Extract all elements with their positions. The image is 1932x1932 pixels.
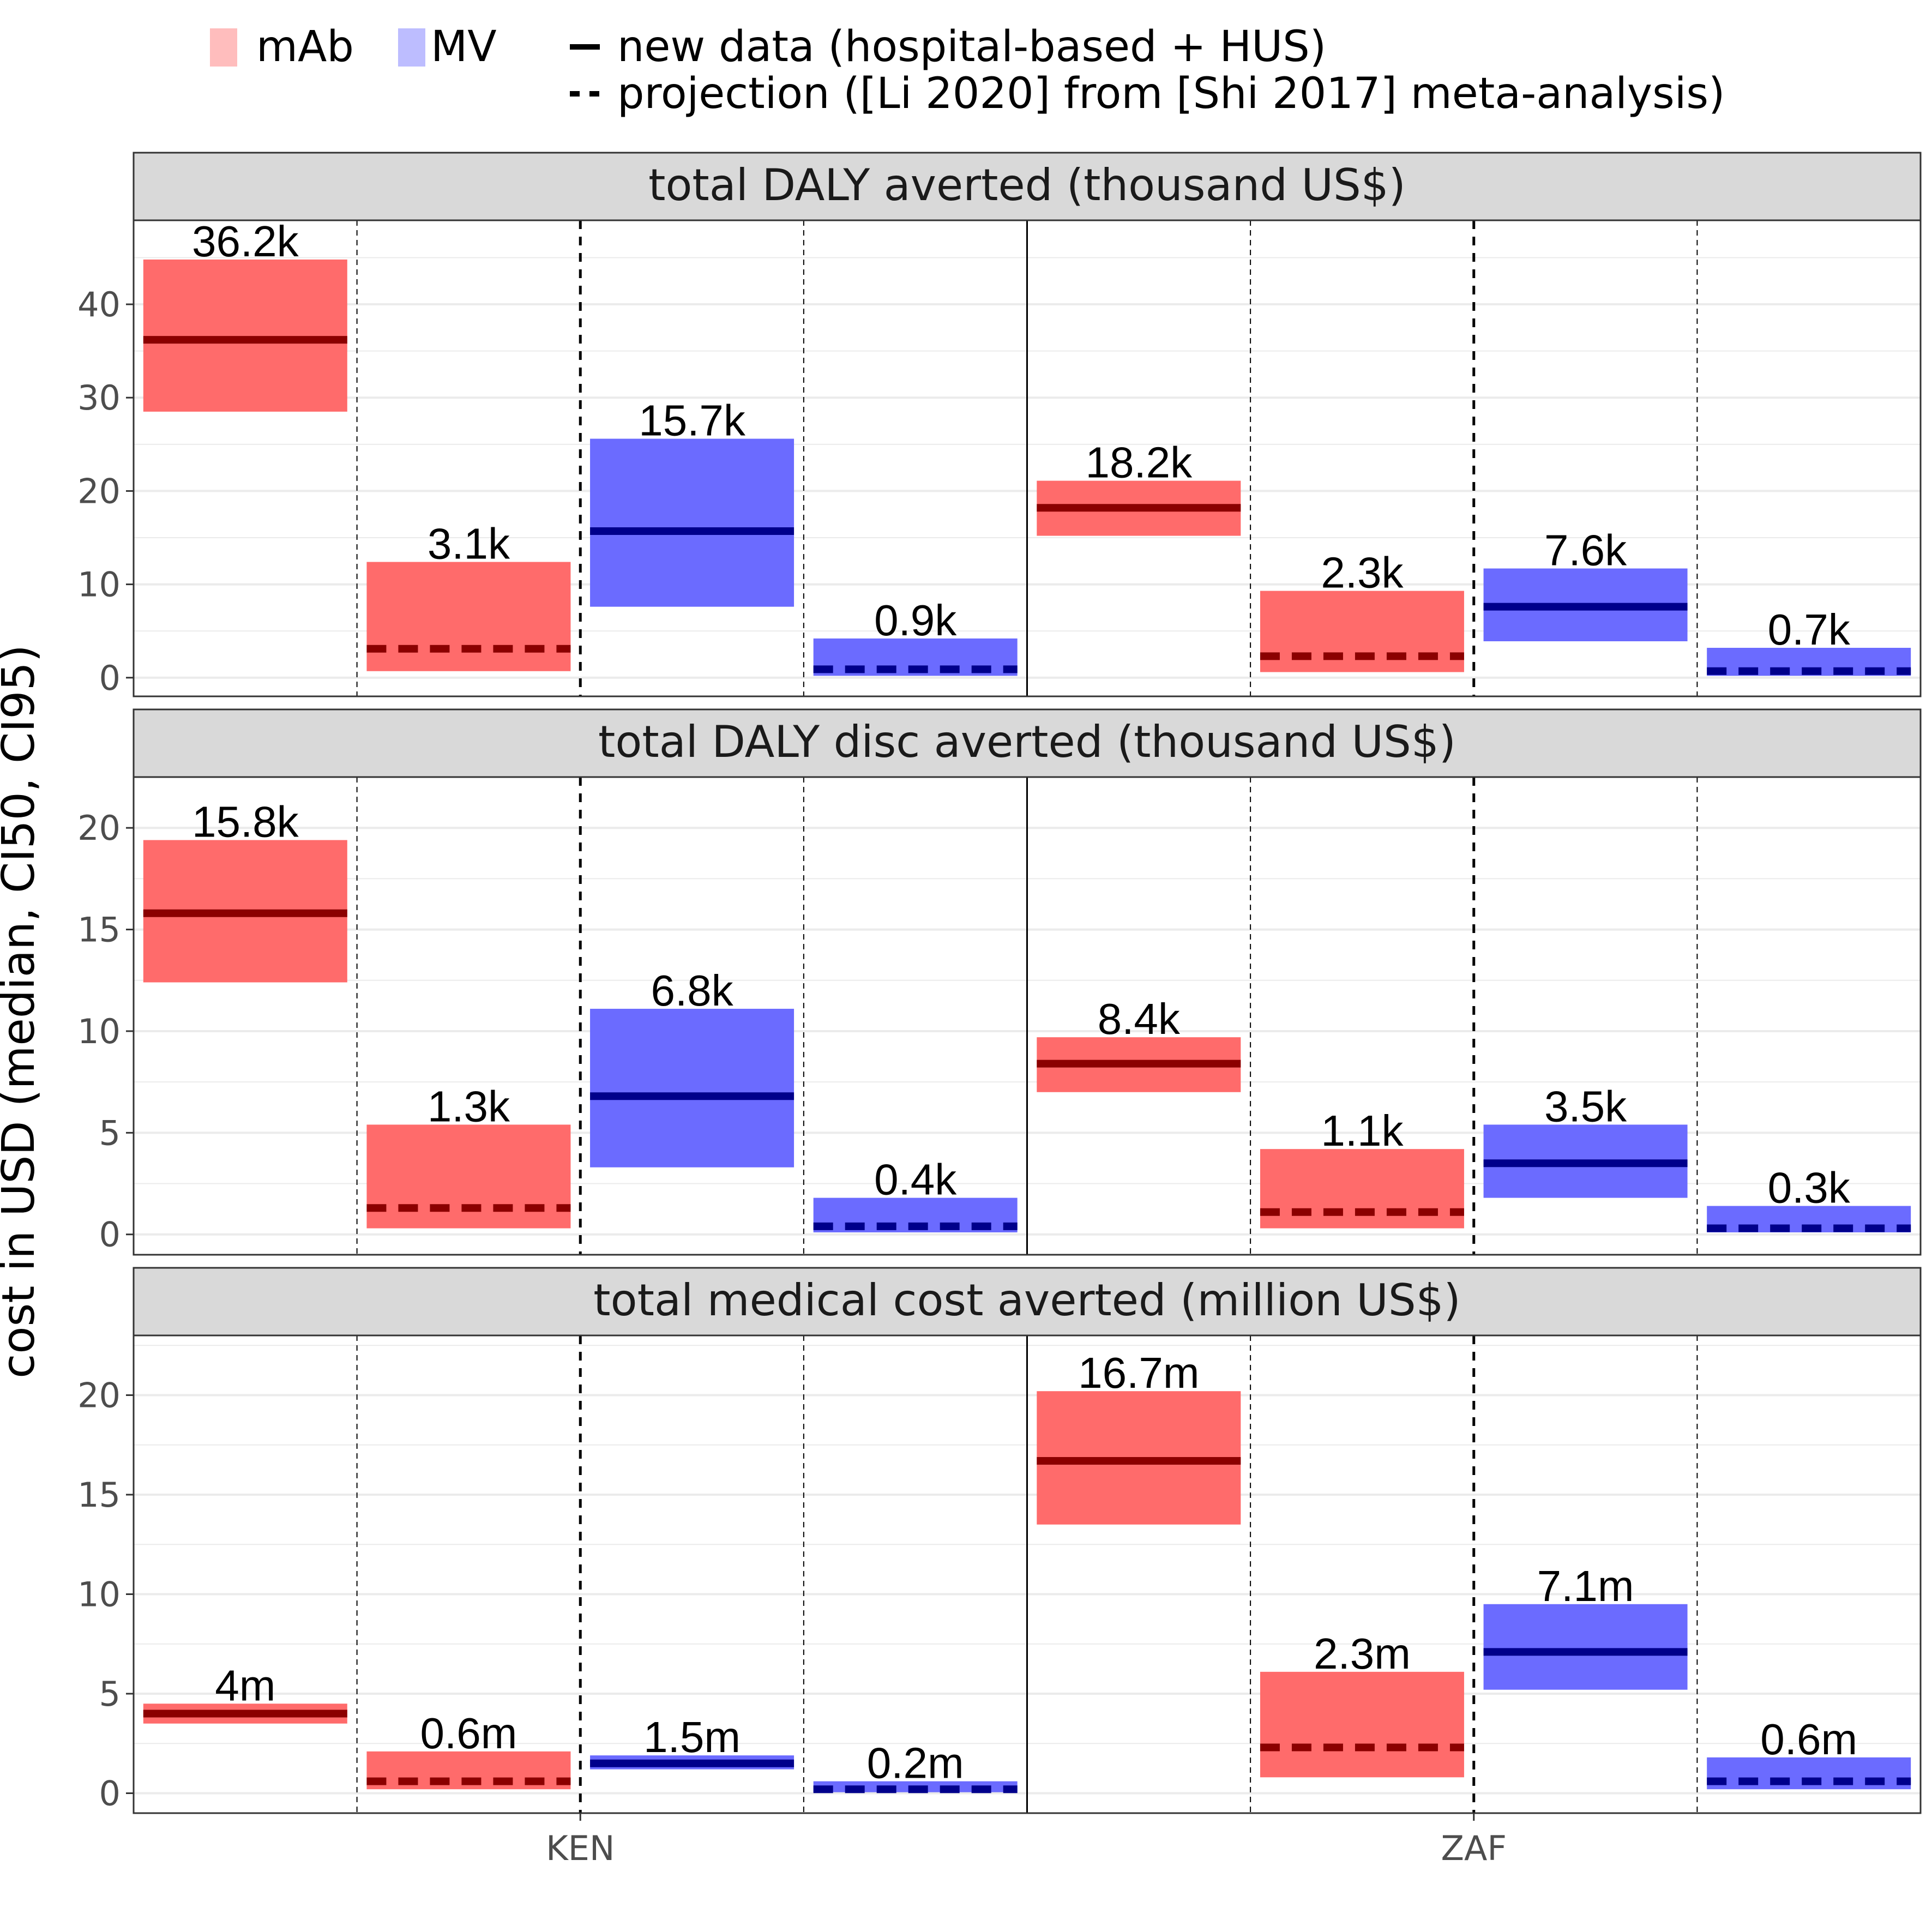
facet-panels: total DALY averted (thousand US$) 0 10 20 30… [77, 152, 1922, 1868]
bar-zaf-mab-proj [1260, 1671, 1464, 1778]
x-tick-label-ken: KEN [546, 1828, 615, 1868]
legend-label-mv: MV [431, 22, 497, 71]
data-label-ken-mv-new: 1.5m [643, 1713, 741, 1761]
data-label-zaf-mv-new: 3.5k [1544, 1082, 1627, 1130]
legend-key-mv [398, 28, 425, 67]
legend-key-mab [210, 28, 237, 67]
legend-label-mab: mAb [256, 22, 354, 71]
bar-ken-mab-new [143, 259, 347, 412]
bar-ken-mv-new [590, 438, 795, 607]
y-tick-label: 5 [99, 1113, 121, 1153]
legend-label-new-data: new data (hospital-based + HUS) [617, 22, 1326, 71]
facet-strip [133, 708, 1922, 778]
y-tick-label: 15 [77, 1475, 121, 1515]
y-tick-label: 0 [99, 1215, 121, 1255]
panel-1: total DALY averted (thousand US$) 0 10 20 30… [77, 152, 1922, 698]
data-label-zaf-mab-proj: 2.3k [1321, 549, 1404, 597]
data-label-ken-mv-new: 6.8k [651, 966, 733, 1015]
data-label-ken-mab-new: 4m [215, 1661, 275, 1710]
y-tick-label: 15 [77, 910, 121, 950]
y-tick-label: 30 [77, 378, 121, 418]
data-label-ken-mv-proj: 0.9k [874, 596, 957, 645]
y-tick-label: 20 [77, 808, 121, 848]
data-label-zaf-mv-new: 7.1m [1537, 1562, 1634, 1610]
data-label-ken-mab-new: 15.8k [192, 798, 299, 846]
data-label-zaf-mv-new: 7.6k [1544, 526, 1627, 574]
data-label-ken-mab-proj: 0.6m [420, 1709, 517, 1758]
y-axis-title: cost in USD (median, CI50, CI95) [0, 645, 45, 1378]
data-label-ken-mab-new: 36.2k [192, 217, 299, 266]
data-label-ken-mab-proj: 3.1k [428, 520, 510, 568]
legend: mAb MV new data (hospital-based + HUS)proj… [210, 22, 1725, 118]
y-tick-label: 10 [77, 1012, 121, 1051]
data-label-ken-mv-proj: 0.2m [867, 1739, 964, 1787]
y-tick-label: 0 [99, 658, 121, 698]
data-label-zaf-mab-new: 16.7m [1078, 1349, 1199, 1397]
bar-zaf-mv-new [1483, 1604, 1688, 1690]
bar-ken-mab-proj [366, 1124, 571, 1229]
bar-ken-mab-proj [366, 562, 571, 671]
y-tick-label: 0 [99, 1774, 121, 1814]
panel-border [133, 219, 1922, 697]
panel-border [133, 776, 1922, 1256]
y-tick-label: 5 [99, 1674, 121, 1714]
facet-title: total DALY averted (thousand US$) [648, 160, 1406, 210]
data-label-zaf-mv-proj: 0.7k [1768, 605, 1851, 654]
y-tick-label: 10 [77, 565, 121, 605]
y-tick-label: 20 [77, 1376, 121, 1416]
legend-label-projection: projection ([Li 2020] from [Shi 2017] me… [617, 69, 1725, 118]
x-tick-label-zaf: ZAF [1441, 1828, 1507, 1868]
data-label-zaf-mv-proj: 0.6m [1760, 1715, 1857, 1764]
bar-zaf-mab-proj [1260, 1149, 1464, 1229]
data-label-ken-mab-proj: 1.3k [428, 1082, 510, 1130]
data-label-zaf-mab-new: 8.4k [1098, 995, 1181, 1043]
facet-title: total medical cost averted (million US$) [593, 1275, 1460, 1326]
panel-3: total medical cost averted (million US$)… [77, 1267, 1922, 1868]
data-label-ken-mv-proj: 0.4k [874, 1155, 957, 1204]
data-label-ken-mv-new: 15.7k [639, 396, 746, 445]
y-tick-label: 20 [77, 471, 121, 511]
y-tick-label: 10 [77, 1575, 121, 1615]
panel-border [133, 1334, 1922, 1814]
y-tick-label: 40 [77, 285, 121, 324]
data-label-zaf-mab-proj: 2.3m [1314, 1629, 1411, 1678]
bar-ken-mv-new [590, 1008, 795, 1167]
data-label-zaf-mab-proj: 1.1k [1321, 1106, 1404, 1155]
facet-strip [133, 152, 1922, 221]
panel-2: total DALY disc averted (thousand US$) 0 5… [77, 708, 1922, 1256]
facet-title: total DALY disc averted (thousand US$) [598, 717, 1456, 767]
data-label-zaf-mv-proj: 0.3k [1768, 1164, 1851, 1212]
data-label-zaf-mab-new: 18.2k [1085, 438, 1193, 487]
